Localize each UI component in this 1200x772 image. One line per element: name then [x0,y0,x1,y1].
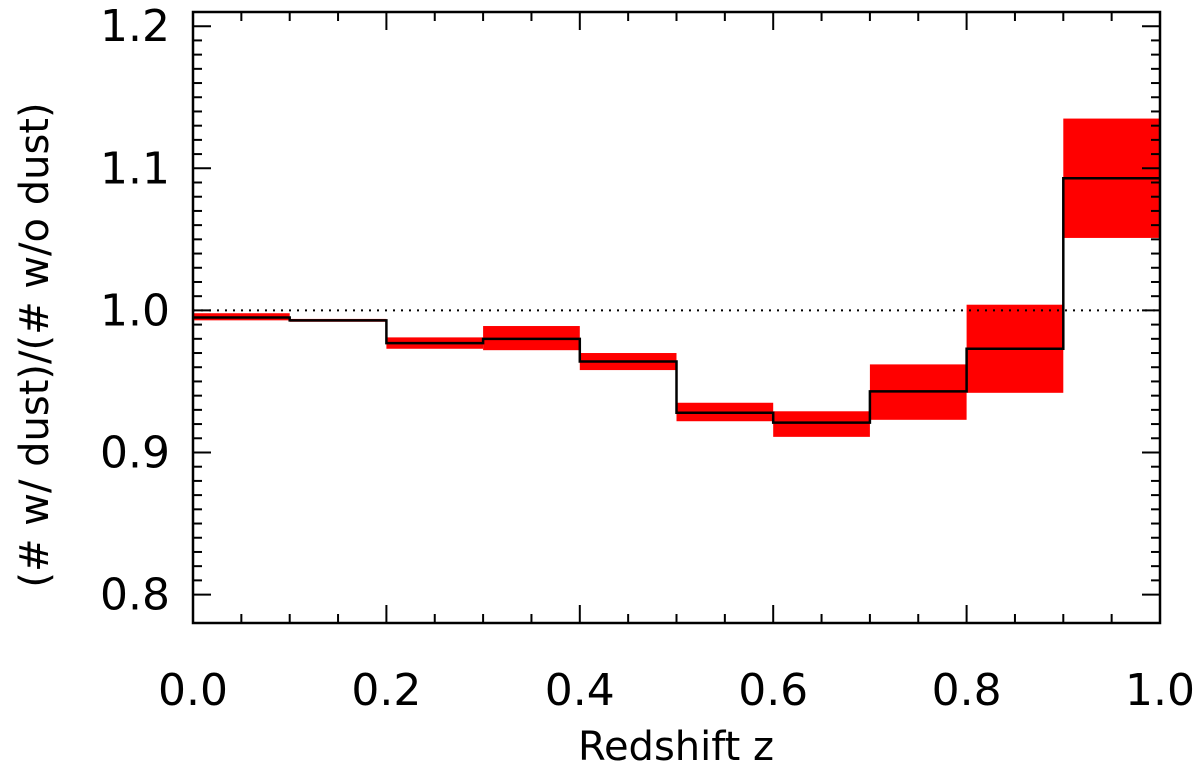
y-tick-label: 1.1 [100,143,170,194]
error-band-6 [773,411,870,437]
y-tick-label: 0.8 [100,570,170,621]
x-tick-label: 0.4 [545,665,615,716]
axis-ticks [192,12,1161,623]
x-tick-label: 1.0 [1125,665,1195,716]
x-tick-label: 0.6 [738,665,808,716]
y-tick-label: 1.2 [100,1,170,52]
x-tick-label: 0.0 [158,665,228,716]
x-axis-title: Redshift z [578,724,774,770]
x-tick-labels: 0.0 0.2 0.4 0.6 0.8 1.0 [158,665,1195,716]
y-axis-title: (# w/ dust)/(# w/o dust) [12,102,58,587]
x-tick-label: 0.8 [932,665,1002,716]
y-tick-label: 1.0 [100,285,170,336]
y-tick-label: 0.9 [100,427,170,478]
y-tick-labels: 0.8 0.9 1.0 1.1 1.2 [100,1,170,620]
ratio-step-line [193,176,1160,424]
x-tick-label: 0.2 [351,665,421,716]
